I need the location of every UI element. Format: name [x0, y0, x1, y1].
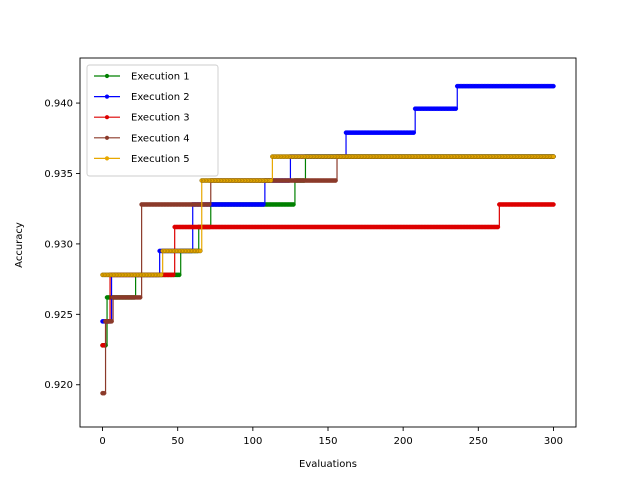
- data-point: [453, 106, 459, 112]
- legend-marker: [104, 94, 110, 99]
- data-point: [158, 272, 164, 278]
- legend-item: Execution 3: [94, 113, 190, 124]
- series-line: [102, 155, 554, 394]
- data-point: [291, 202, 296, 207]
- data-point: [176, 272, 182, 278]
- y-tick-label: 0.935: [44, 169, 73, 180]
- legend-item: Execution 2: [94, 92, 190, 103]
- axes: 0 50 100 150 200 250 300 0.920 0.925 0.930 0.935 0.…: [44, 57, 577, 447]
- data-point: [101, 390, 107, 396]
- data-point: [411, 130, 416, 135]
- x-tick-label: 150: [318, 436, 337, 447]
- legend-marker: [104, 115, 110, 120]
- x-tick-label: 0: [99, 436, 105, 447]
- legend: Execution 1 Execution 2 Execution 3 Executi…: [86, 64, 219, 177]
- legend-label: Execution 3: [131, 113, 190, 124]
- legend-item: Execution 5: [94, 154, 190, 165]
- legend-item: Execution 1: [94, 72, 190, 83]
- legend-box: [86, 64, 219, 177]
- data-point: [495, 224, 501, 230]
- legend-marker: [104, 135, 110, 140]
- data-point: [551, 154, 556, 159]
- legend-label: Execution 1: [131, 72, 190, 83]
- x-tick-label: 300: [544, 436, 563, 447]
- y-tick-label: 0.930: [44, 239, 73, 250]
- legend-marker: [104, 73, 110, 79]
- legend-marker: [104, 156, 110, 161]
- y-tick-label: 0.925: [44, 310, 73, 321]
- x-tick-label: 200: [394, 436, 413, 447]
- legend-item: Execution 4: [94, 133, 190, 144]
- data-point: [551, 83, 556, 89]
- x-tick-label: 250: [469, 436, 488, 447]
- y-tick-label: 0.920: [44, 380, 73, 391]
- y-axis-label: Accuracy: [14, 222, 25, 268]
- x-tick-label: 100: [243, 436, 262, 447]
- plot-area: [100, 83, 556, 396]
- data-point: [551, 202, 556, 207]
- series-5: [100, 154, 556, 278]
- data-point: [333, 178, 338, 183]
- data-point: [170, 272, 176, 278]
- data-point: [268, 178, 274, 183]
- series-line: [102, 155, 554, 276]
- data-point: [261, 202, 266, 207]
- series-points: [100, 154, 556, 278]
- legend-label: Execution 2: [131, 92, 190, 103]
- data-point: [137, 295, 143, 300]
- legend-label: Execution 5: [131, 154, 190, 165]
- x-axis-label: Evaluations: [299, 459, 357, 470]
- x-tick-label: 50: [171, 436, 184, 447]
- data-point: [206, 202, 212, 207]
- y-tick-label: 0.940: [44, 99, 73, 110]
- data-point: [197, 248, 203, 254]
- data-point: [109, 319, 114, 324]
- legend-label: Execution 4: [131, 133, 190, 144]
